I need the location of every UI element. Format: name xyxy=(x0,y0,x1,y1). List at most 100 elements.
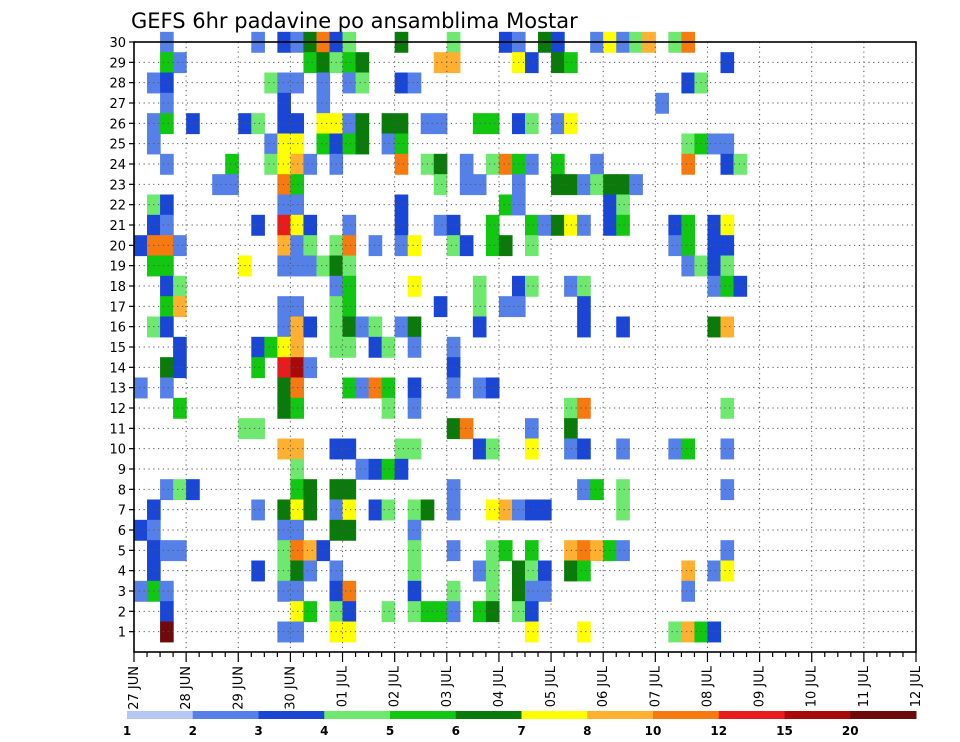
heatmap-cell xyxy=(433,174,448,196)
heatmap-cell xyxy=(720,214,735,236)
heatmap-cell xyxy=(668,235,682,257)
y-tick-label: 5 xyxy=(118,544,126,559)
legend-swatch xyxy=(258,711,325,719)
legend-level-label: 10 xyxy=(645,724,662,738)
heatmap-cell xyxy=(342,52,357,74)
heatmap-cell xyxy=(173,397,187,419)
heatmap-cell xyxy=(485,113,500,135)
heatmap-cell xyxy=(134,580,148,602)
heatmap-cell xyxy=(668,214,682,236)
heatmap-cell xyxy=(577,214,591,236)
heatmap-cell xyxy=(303,235,318,257)
heatmap-cell xyxy=(277,214,291,236)
heatmap-cell xyxy=(277,316,291,338)
heatmap-cell xyxy=(720,133,735,155)
y-tick-label: 23 xyxy=(109,178,126,193)
heatmap-cell xyxy=(577,397,591,419)
x-axis: 27 JUN 28 JUN 29 JUN 30 JUN 01 JUL 02 JUL 03 J… xyxy=(127,652,924,710)
heatmap-cell xyxy=(212,174,226,196)
heatmap-cell xyxy=(394,153,409,175)
heatmap-cell xyxy=(264,336,278,358)
heatmap-cell xyxy=(525,499,539,521)
heatmap-cell xyxy=(446,336,461,358)
heatmap-cell xyxy=(616,214,630,236)
heatmap-cell xyxy=(342,601,357,623)
heatmap-cell xyxy=(525,580,539,602)
y-tick-label: 16 xyxy=(109,321,126,336)
heatmap-cell xyxy=(681,560,696,582)
heatmap-cell xyxy=(577,275,591,297)
y-tick-label: 2 xyxy=(118,605,126,620)
heatmap-cell xyxy=(342,336,357,358)
heatmap-cell xyxy=(368,316,383,338)
heatmap-cell xyxy=(342,519,357,541)
heatmap-cell xyxy=(459,235,474,257)
heatmap-cell xyxy=(681,580,696,602)
heatmap-cell xyxy=(134,519,148,541)
x-tick-label: 29 JUN xyxy=(231,666,246,710)
heatmap-cell xyxy=(446,540,461,562)
legend-level-label: 12 xyxy=(710,724,727,738)
heatmap-cell xyxy=(277,560,291,582)
heatmap-cell xyxy=(407,377,422,399)
heatmap-cell xyxy=(720,479,735,501)
heatmap-cell xyxy=(525,438,539,460)
heatmap-cell xyxy=(485,214,500,236)
heatmap-cell xyxy=(277,113,291,135)
heatmap-cell xyxy=(577,296,591,318)
heatmap-cell xyxy=(355,113,370,135)
heatmap-cell xyxy=(446,377,461,399)
heatmap-cell xyxy=(577,174,591,196)
heatmap-cell xyxy=(303,52,318,74)
y-tick-label: 29 xyxy=(109,56,126,71)
y-tick-label: 21 xyxy=(109,219,126,234)
heatmap-cell xyxy=(316,52,331,74)
heatmap-cell xyxy=(525,540,539,562)
heatmap-cell xyxy=(433,52,448,74)
y-tick-label: 6 xyxy=(118,524,126,539)
y-tick-label: 28 xyxy=(109,77,126,92)
heatmap-cell xyxy=(681,72,696,94)
legend-swatch xyxy=(127,711,194,719)
heatmap-cell xyxy=(538,214,552,236)
legend-swatch xyxy=(521,711,588,719)
heatmap-cell xyxy=(186,113,200,135)
heatmap-cell xyxy=(277,235,291,257)
x-tick-label: 08 JUL xyxy=(700,665,715,707)
legend-level-label: 1 xyxy=(123,724,131,738)
heatmap-cell xyxy=(277,519,291,541)
heatmap-cell xyxy=(707,214,722,236)
heatmap-cell xyxy=(316,92,331,114)
heatmap-cell xyxy=(407,235,422,257)
legend-level-label: 8 xyxy=(583,724,591,738)
heatmap-cell xyxy=(485,377,500,399)
heatmap-cell xyxy=(303,153,318,175)
legend-level-label: 5 xyxy=(386,724,394,738)
heatmap-cell xyxy=(303,479,318,501)
x-tick-label: 11 JUL xyxy=(857,665,872,707)
x-tick-label: 01 JUL xyxy=(336,665,351,707)
heatmap-cell xyxy=(160,52,174,74)
heatmap-cell xyxy=(616,499,630,521)
heatmap-cell xyxy=(277,357,291,379)
y-tick-label: 27 xyxy=(109,97,126,112)
y-tick-label: 8 xyxy=(118,483,126,498)
heatmap-cell xyxy=(720,153,735,175)
heatmap-cell xyxy=(368,499,383,521)
heatmap-cell xyxy=(342,275,357,297)
heatmap-cell xyxy=(485,560,500,582)
heatmap-cell xyxy=(681,214,696,236)
heatmap-cell xyxy=(551,153,565,175)
heatmap-cell xyxy=(368,336,383,358)
heatmap-cell xyxy=(459,153,474,175)
heatmap-cell xyxy=(342,72,357,94)
heatmap-cell xyxy=(407,601,422,623)
heatmap-cell xyxy=(733,275,748,297)
x-tick-label: 02 JUL xyxy=(388,665,403,707)
heatmap-cell xyxy=(342,296,357,318)
heatmap-cell xyxy=(707,133,722,155)
legend-level-label: 15 xyxy=(776,724,793,738)
heatmap-cell xyxy=(707,255,722,277)
heatmap-cell xyxy=(173,275,187,297)
legend-level-label: 3 xyxy=(254,724,262,738)
